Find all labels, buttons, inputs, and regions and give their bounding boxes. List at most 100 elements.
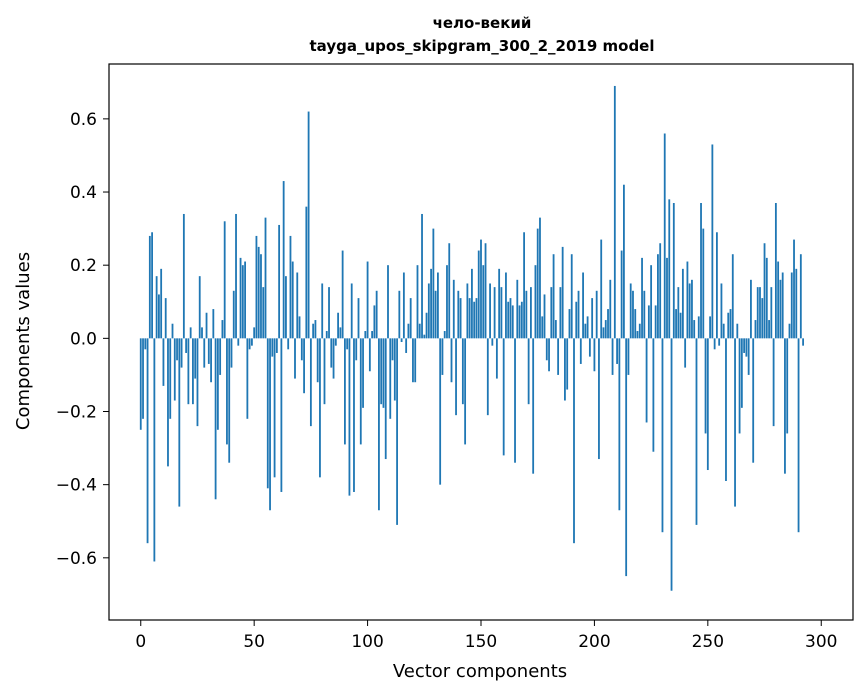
bar bbox=[704, 338, 707, 434]
bar bbox=[291, 261, 294, 339]
y-tick-label: −0.6 bbox=[56, 549, 97, 569]
bar bbox=[214, 338, 217, 500]
bar bbox=[500, 287, 503, 339]
bar bbox=[668, 199, 671, 339]
bar bbox=[518, 305, 521, 339]
bar bbox=[473, 301, 476, 339]
bar bbox=[176, 338, 178, 361]
bar bbox=[330, 338, 333, 368]
bar bbox=[414, 338, 417, 383]
bar bbox=[230, 338, 233, 368]
bar bbox=[182, 213, 185, 339]
bar bbox=[632, 290, 634, 339]
bar bbox=[486, 338, 489, 416]
bar bbox=[790, 272, 793, 339]
bar bbox=[448, 243, 451, 339]
bar bbox=[298, 316, 301, 339]
x-tick-label: 100 bbox=[351, 632, 383, 652]
bar bbox=[539, 217, 541, 339]
bar bbox=[681, 268, 684, 339]
bar bbox=[784, 338, 786, 474]
bar bbox=[777, 261, 780, 339]
bar bbox=[441, 338, 444, 375]
bar bbox=[584, 323, 587, 339]
bar bbox=[355, 338, 358, 361]
bar bbox=[525, 290, 528, 339]
bar bbox=[577, 290, 580, 339]
bar bbox=[711, 144, 714, 339]
bar bbox=[652, 338, 655, 452]
bar bbox=[212, 309, 215, 339]
bar bbox=[530, 287, 532, 339]
bar bbox=[323, 338, 326, 405]
bar bbox=[339, 327, 342, 339]
bar bbox=[407, 323, 410, 339]
bar bbox=[344, 338, 346, 445]
bar bbox=[153, 338, 156, 562]
bar bbox=[516, 279, 519, 339]
bar bbox=[334, 338, 337, 346]
y-tick-label: 0.4 bbox=[70, 183, 97, 203]
bar bbox=[305, 206, 308, 339]
y-tick-label: 0.0 bbox=[70, 329, 97, 349]
bar bbox=[257, 246, 260, 339]
bar bbox=[802, 338, 804, 346]
bar bbox=[645, 338, 648, 423]
bar bbox=[507, 301, 510, 339]
bar bbox=[455, 338, 457, 416]
bar bbox=[527, 338, 530, 405]
bar bbox=[378, 338, 380, 511]
bar bbox=[477, 250, 480, 339]
bar bbox=[461, 338, 464, 405]
bar bbox=[550, 287, 553, 339]
bar bbox=[570, 254, 573, 339]
bar bbox=[663, 133, 666, 339]
bar bbox=[142, 338, 144, 419]
bar bbox=[541, 316, 544, 339]
bar bbox=[725, 338, 727, 481]
bar bbox=[307, 111, 310, 339]
bar bbox=[647, 305, 650, 339]
bar bbox=[189, 327, 192, 339]
bar bbox=[391, 338, 394, 361]
bar bbox=[557, 338, 560, 375]
bar bbox=[384, 338, 387, 460]
bar bbox=[609, 279, 612, 339]
bar bbox=[620, 250, 623, 339]
bar bbox=[491, 338, 494, 346]
bar bbox=[713, 338, 716, 350]
bar bbox=[607, 309, 609, 339]
bar bbox=[210, 338, 212, 383]
bar bbox=[171, 323, 174, 339]
bar bbox=[650, 265, 653, 339]
bar bbox=[600, 239, 603, 339]
y-axis-ticks: −0.6 −0.4 −0.2 0.0 0.2 0.4 0.6 bbox=[56, 110, 109, 569]
bar bbox=[722, 323, 725, 339]
bar bbox=[303, 338, 305, 394]
bar bbox=[738, 338, 741, 434]
bar bbox=[167, 338, 169, 467]
bar bbox=[425, 312, 428, 339]
bar bbox=[226, 338, 228, 445]
bar bbox=[198, 276, 201, 339]
bar bbox=[634, 309, 637, 339]
bar bbox=[534, 265, 537, 339]
bar bbox=[402, 272, 405, 339]
bar bbox=[482, 265, 485, 339]
bar bbox=[219, 338, 222, 375]
bar bbox=[799, 254, 802, 339]
bar bbox=[750, 279, 752, 339]
bar bbox=[763, 243, 766, 339]
bar bbox=[493, 287, 496, 339]
bar bbox=[629, 283, 632, 339]
y-tick-label: −0.4 bbox=[56, 476, 97, 496]
bar bbox=[207, 338, 210, 364]
bar bbox=[468, 298, 471, 339]
y-tick-label: 0.6 bbox=[70, 110, 97, 130]
bar bbox=[618, 338, 621, 511]
bar bbox=[613, 85, 616, 339]
bar bbox=[731, 254, 734, 339]
bar bbox=[457, 290, 460, 339]
bar bbox=[228, 338, 231, 463]
bar bbox=[439, 338, 442, 485]
